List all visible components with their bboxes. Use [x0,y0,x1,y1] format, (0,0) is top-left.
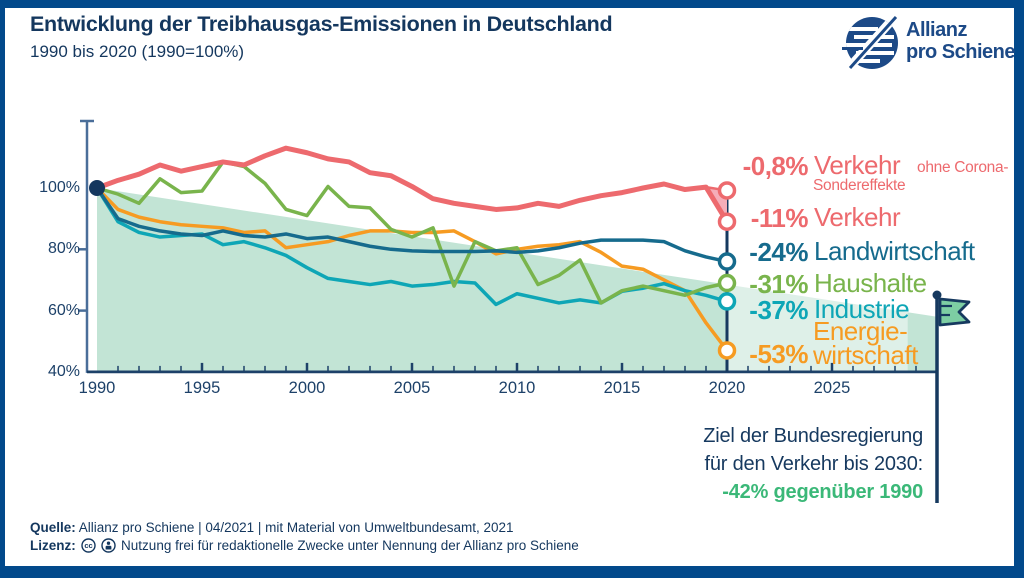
source-label: Quelle: [30,520,76,535]
x-axis-label: 1995 [183,379,221,397]
series-line-verkehr-ohne-corona [95,146,729,211]
y-axis-label: 100% [39,179,80,196]
series-suffix-sondereffekte: Sondereffekte [813,177,906,194]
endpoint-circle-landwirtschaft [717,252,737,271]
source-text: Allianz pro Schiene | 04/2021 | mit Mate… [78,520,514,535]
target-wedge-future [727,284,908,372]
target-annotation-line1: Ziel der Bundesregierung [703,425,923,447]
series-line-verkehr [94,145,730,225]
flag-pole-top-dot [932,290,942,300]
frame-right [1014,0,1024,578]
x-axis-label: 2015 [603,379,641,397]
frame-left [0,0,5,578]
x-axis-label: 2005 [393,379,431,397]
x-axis-label: 1990 [78,379,116,397]
series-change-verkehr: -11% [750,203,809,233]
series-change-landwirtschaft: -24% [749,237,808,267]
series-line-haushalte [95,160,729,305]
endpoint-circle-haushalte [717,273,737,293]
series-change-energiewirtschaft: -53% [749,339,808,369]
allianz-pro-schiene-logo-icon [842,15,898,70]
target-annotation-line2: für den Verkehr bis 2030: [704,453,924,475]
series-change-haushalte: -31% [749,269,808,299]
license-line: Lizenz: cc Nutzung frei für redaktionell… [30,538,579,553]
series-name-industrie: Industrie [814,294,910,324]
target-annotation-goal: -42% gegenüber 1990 [722,481,923,503]
series-change-verkehr-ohne-corona: -0,8% [742,151,809,181]
cc-license-icon: cc [80,538,96,553]
series-name-energiewirtschaft-line2: wirtschaft [813,340,918,370]
page-title: Entwicklung der Treibhausgas-Emissionen … [30,12,613,36]
endpoint-circle-energiewirtschaft [717,341,737,360]
logo-text-line1: Allianz [906,19,967,41]
x-axis-label: 2000 [288,379,326,397]
start-dot-1990 [89,180,105,196]
target-wedge-tail [907,312,937,372]
y-axis-label: 60% [47,301,80,319]
series-name-energiewirtschaft-line1: Energie- [813,316,908,346]
x-axis-label: 2010 [498,379,536,397]
frame-top [0,0,1024,8]
series-line-landwirtschaft [95,186,729,264]
y-axis-label: 80% [47,240,80,258]
target-flag-icon [938,297,971,327]
license-text: Nutzung frei für redaktionelle Zwecke un… [121,538,579,553]
series-line-energiewirtschaft [95,186,729,353]
target-annotation: Ziel der Bundesregierung für den Verkehr… [640,422,923,506]
series-name-verkehr: Verkehr [814,202,901,232]
logo-text-line2: pro Schiene [906,41,1015,63]
endpoint-circle-verkehr [717,212,737,231]
endpoint-circle-industrie [717,292,737,311]
x-axis-label: 2025 [813,379,851,397]
cc-by-license-icon [101,538,116,553]
endpoint-circle-verkehr-ohne-corona [717,181,737,200]
series-suffix-ohne-corona: ohne Corona- [917,159,1009,176]
y-axis-label: 40% [47,362,80,380]
svg-text:cc: cc [84,541,92,550]
frame-bottom [0,566,1024,578]
target-wedge-main [97,188,727,372]
series-change-industrie: -37% [749,295,808,325]
source-line: Quelle: Allianz pro Schiene | 04/2021 | … [30,520,514,535]
page-subtitle: 1990 bis 2020 (1990=100%) [30,42,245,61]
series-name-haushalte: Haushalte [814,268,927,298]
series-name-landwirtschaft: Landwirtschaft [814,236,975,266]
x-axis-label: 2020 [708,379,746,397]
license-label: Lizenz: [30,538,76,553]
series-name-verkehr-ohne-corona: Verkehr [814,150,901,180]
